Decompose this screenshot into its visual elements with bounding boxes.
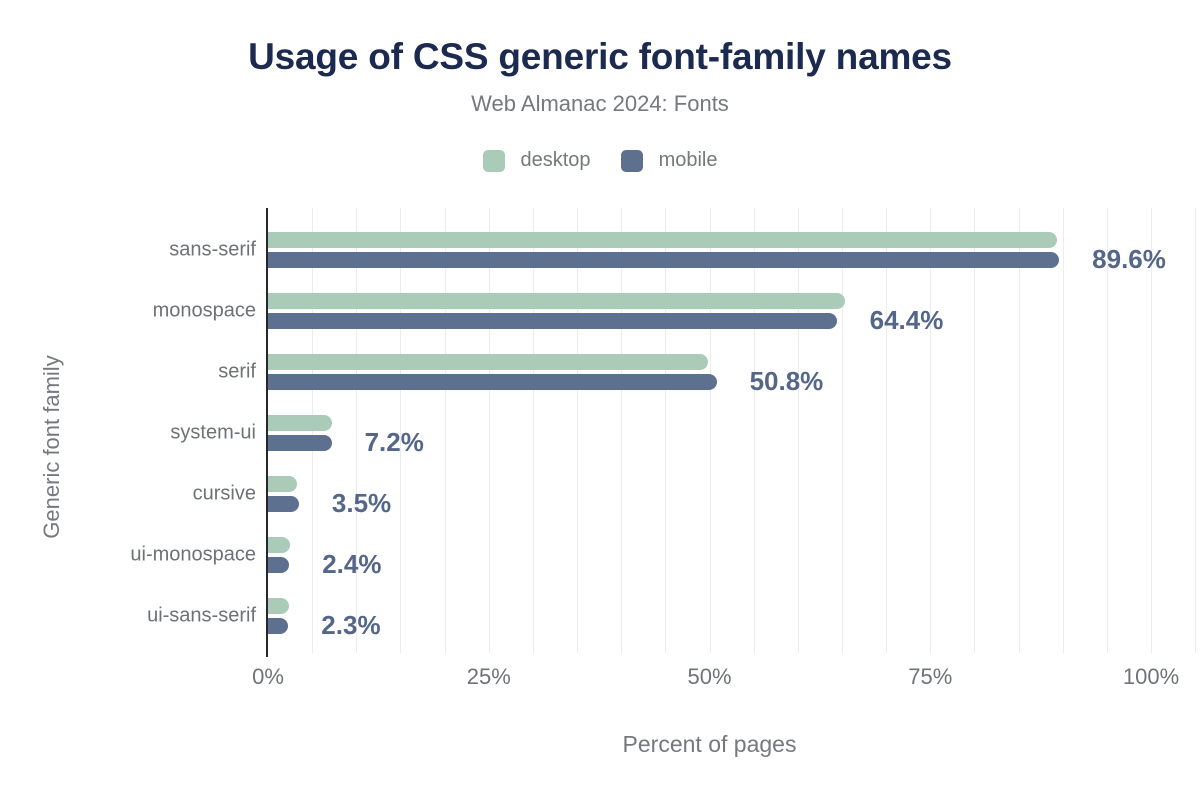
- category-label-ui-sans-serif: ui-sans-serif: [147, 604, 256, 627]
- gridline-100pct: [1151, 208, 1152, 653]
- category-label-monospace: monospace: [152, 299, 256, 322]
- legend-label-mobile: mobile: [658, 149, 718, 171]
- category-label-system-ui: system-ui: [170, 421, 256, 444]
- gridline-35pct: [577, 208, 579, 653]
- legend: desktop mobile: [0, 149, 1200, 172]
- gridline-65pct: [841, 208, 843, 653]
- x-tick-label-100: 100%: [1122, 664, 1180, 689]
- plot-area: 0% 25% 50% 75% 100% sans-serif 89.6% monospace 6…: [130, 208, 1197, 689]
- bar-desktop-ui-monospace[interactable]: [268, 537, 291, 554]
- gridline-50pct: [709, 208, 711, 653]
- gridline-85pct: [1018, 208, 1020, 653]
- legend-item-mobile[interactable]: mobile: [620, 149, 718, 172]
- bar-mobile-sans-serif[interactable]: [268, 251, 1060, 268]
- gridline-80pct: [974, 208, 976, 653]
- y-axis-line: [266, 208, 268, 657]
- data-label-ui-monospace: 2.4%: [322, 548, 382, 579]
- legend-swatch-desktop: [482, 149, 505, 172]
- category-label-sans-serif: sans-serif: [169, 238, 256, 261]
- bar-mobile-ui-monospace[interactable]: [268, 557, 290, 574]
- gridline-105pct: [1195, 208, 1197, 653]
- gridline-55pct: [753, 208, 755, 653]
- gridline-40pct: [621, 208, 623, 653]
- x-axis-title: Percent of pages: [622, 731, 797, 757]
- x-tick-label-75: 75%: [908, 664, 953, 689]
- data-label-cursive: 3.5%: [331, 487, 392, 518]
- gridline-70pct: [886, 208, 888, 653]
- x-tick-label-25: 25%: [466, 664, 511, 689]
- bar-mobile-cursive[interactable]: [268, 496, 299, 513]
- y-axis-title: Generic font family: [39, 355, 64, 539]
- bar-mobile-system-ui[interactable]: [268, 434, 332, 451]
- legend-label-desktop: desktop: [520, 149, 591, 171]
- chart-title: Usage of CSS generic font-family names: [248, 36, 952, 77]
- bar-desktop-serif[interactable]: [268, 353, 708, 370]
- bar-mobile-serif[interactable]: [268, 373, 717, 390]
- gridline-95pct: [1106, 208, 1108, 653]
- category-label-ui-monospace: ui-monospace: [130, 543, 256, 566]
- gridline-60pct: [797, 208, 799, 653]
- x-tick-label-50: 50%: [687, 664, 732, 689]
- gridline-30pct: [532, 208, 534, 653]
- gridline-20pct: [444, 208, 446, 653]
- data-label-serif: 50.8%: [749, 365, 824, 396]
- bar-desktop-ui-sans-serif[interactable]: [268, 598, 290, 615]
- bar-desktop-monospace[interactable]: [268, 292, 845, 309]
- data-label-sans-serif: 89.6%: [1092, 243, 1166, 274]
- gridline-90pct: [1062, 208, 1064, 653]
- bar-desktop-cursive[interactable]: [268, 476, 298, 493]
- data-label-monospace: 64.4%: [869, 304, 944, 335]
- gridline-75pct: [930, 208, 932, 653]
- category-label-serif: serif: [218, 360, 256, 383]
- data-label-ui-sans-serif: 2.3%: [321, 610, 381, 641]
- chart-subtitle: Web Almanac 2024: Fonts: [471, 91, 729, 116]
- bar-mobile-monospace[interactable]: [268, 312, 837, 329]
- legend-swatch-mobile: [620, 149, 643, 172]
- legend-item-desktop[interactable]: desktop: [482, 149, 591, 172]
- bar-desktop-system-ui[interactable]: [268, 414, 333, 431]
- gridline-10pct: [356, 208, 358, 653]
- gridline-45pct: [665, 208, 667, 653]
- gridline-15pct: [400, 208, 402, 653]
- category-label-cursive: cursive: [192, 482, 256, 505]
- bar-mobile-ui-sans-serif[interactable]: [268, 618, 289, 635]
- bar-desktop-sans-serif[interactable]: [268, 231, 1058, 248]
- gridline-25pct: [488, 208, 490, 653]
- x-tick-label-0: 0%: [252, 664, 284, 689]
- data-label-system-ui: 7.2%: [364, 426, 424, 457]
